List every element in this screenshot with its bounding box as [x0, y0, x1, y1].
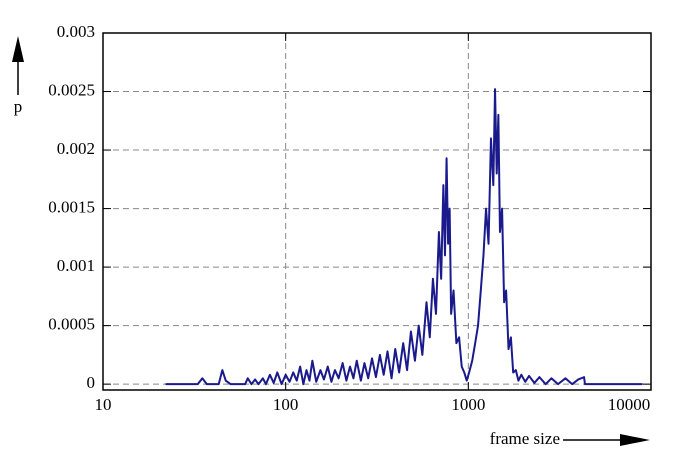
y-tick-label: 0.001 — [57, 256, 95, 275]
y-tick-label: 0.0005 — [48, 315, 95, 334]
x-tick-label: 10 — [95, 395, 112, 414]
y-tick-label: 0.0015 — [48, 197, 95, 216]
x-axis-label: frame size — [490, 429, 560, 448]
y-arrow-head — [12, 36, 24, 62]
x-tick-label: 1000 — [451, 395, 485, 414]
y-tick-label: 0.002 — [57, 139, 95, 158]
data-line — [165, 88, 643, 386]
x-tick-label: 10000 — [608, 395, 651, 414]
y-tick-label: 0 — [87, 373, 96, 392]
x-tick-label: 100 — [273, 395, 299, 414]
y-tick-label: 0.0025 — [48, 80, 95, 99]
y-tick-label: 0.003 — [57, 22, 95, 41]
plot-frame — [102, 32, 652, 391]
y-axis-label: p — [14, 97, 23, 116]
x-arrow-head — [620, 434, 650, 446]
